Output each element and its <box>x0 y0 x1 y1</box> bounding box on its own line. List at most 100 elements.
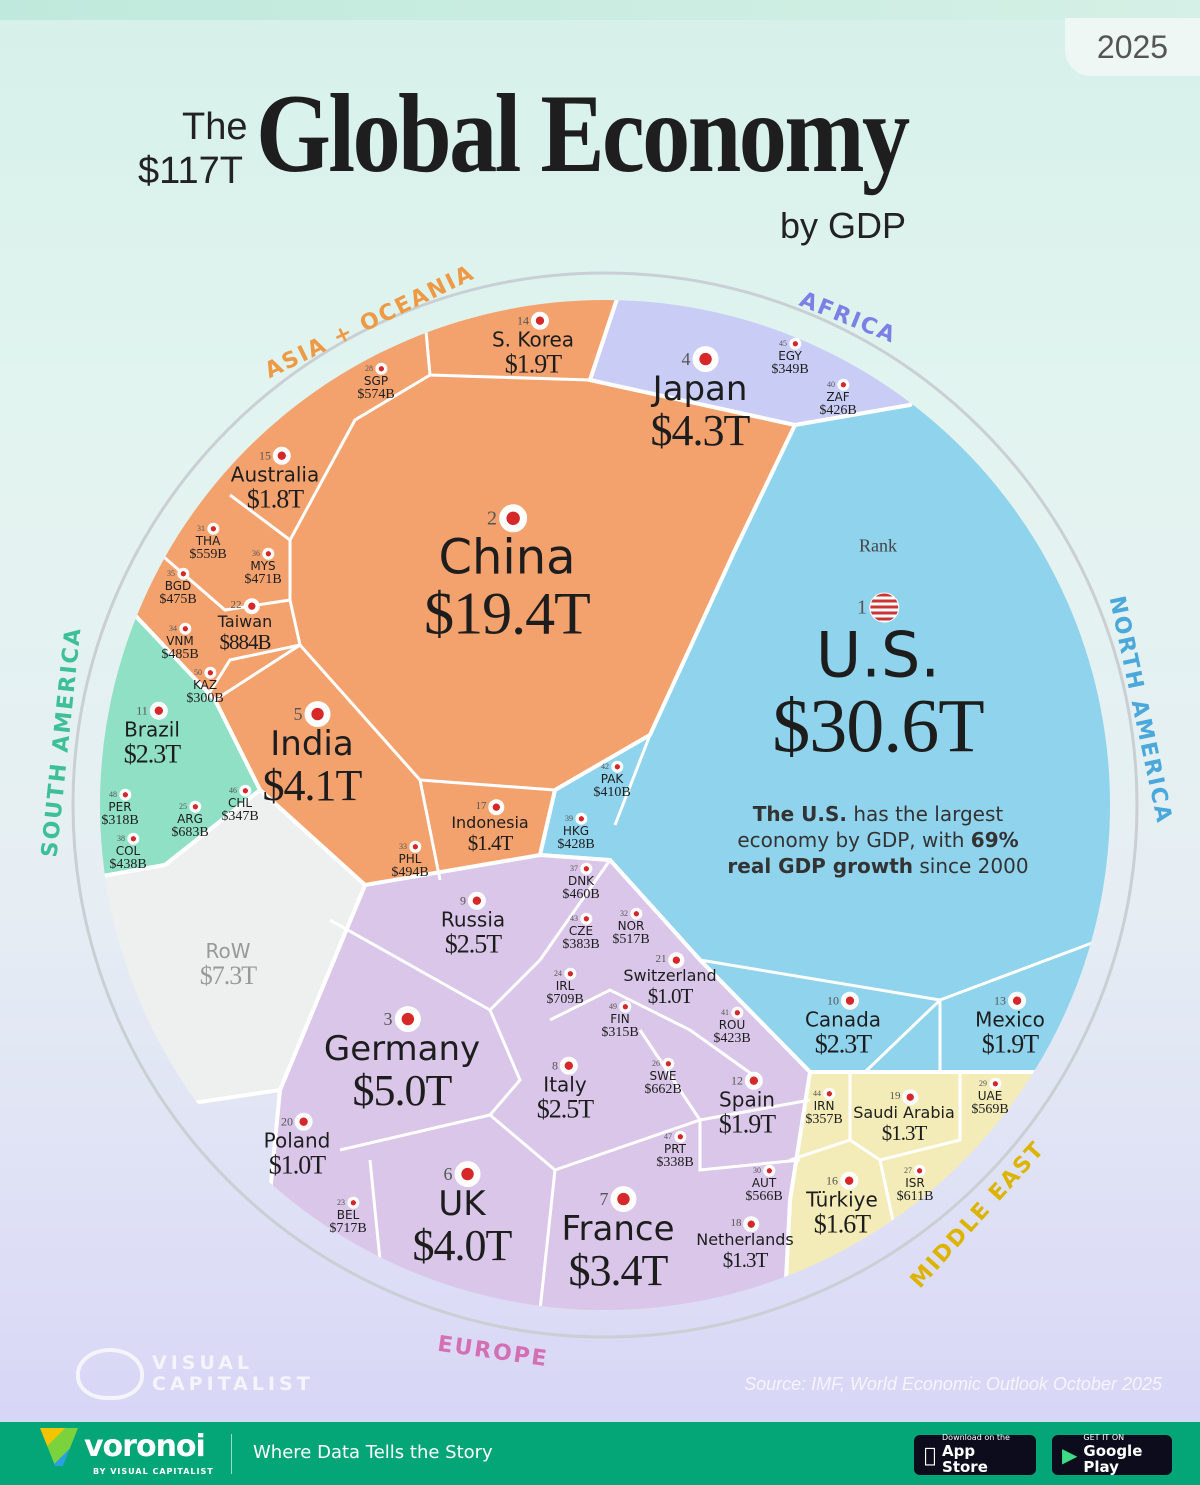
rank-badge: 13 <box>994 992 1026 1010</box>
cell-name: MYS <box>250 558 276 573</box>
rank-badge: 22 <box>231 597 260 614</box>
cell-value: $2.3T <box>814 1030 872 1059</box>
cell-name: IRN <box>813 1098 835 1113</box>
cell-netherlands: 18 Netherlands $1.3T <box>696 1213 794 1271</box>
cell-value: $2.3T <box>123 740 181 769</box>
cell-name: Australia <box>230 463 320 487</box>
rank-badge: 10 <box>827 992 859 1010</box>
cell-value: $574B <box>357 386 395 402</box>
cell-tha: 31 THA $559B <box>189 518 227 562</box>
cell-name: VNM <box>166 633 194 648</box>
voronoi-by: BY VISUAL CAPITALIST <box>93 1467 214 1476</box>
cell-germany: 3 Germany $5.0T <box>324 1006 480 1114</box>
rank-badge: 37 <box>570 862 592 875</box>
cell-spain: 12 Spain $1.9T <box>719 1072 776 1138</box>
cell-value: $19.4T <box>424 580 591 647</box>
cell-indonesia: 17 Indonesia $1.4T <box>451 796 529 854</box>
cell-value: $426B <box>819 402 857 418</box>
flag-icon <box>295 1113 313 1131</box>
flag-icon <box>840 992 859 1010</box>
google-play-button[interactable]: ▶ GET IT ON Google Play <box>1052 1433 1172 1476</box>
rank-badge: 4 <box>681 346 719 373</box>
rank-badge: 36 <box>252 547 274 560</box>
flag-icon <box>488 798 505 815</box>
cell-nor: 32 NOR $517B <box>612 903 650 947</box>
cell-border <box>613 734 652 826</box>
rank-badge: 27 <box>904 1164 926 1177</box>
cell-s-korea: 14 S. Korea $1.9T <box>492 312 574 378</box>
flag-icon <box>610 1186 637 1213</box>
cell-u-s-: 1 U.S. $30.6T <box>772 592 985 768</box>
cell-name: SGP <box>363 373 389 388</box>
cell-value: $1.0T <box>268 1151 326 1180</box>
cell-name: PAK <box>600 771 624 786</box>
cell-russia: 9 Russia $2.5T <box>441 892 505 958</box>
cell-name: IRL <box>555 978 575 993</box>
cell-name: UK <box>438 1184 486 1225</box>
cell-value: $1.3T <box>722 1247 769 1272</box>
cell-value: $300B <box>186 690 224 706</box>
cell-value: $611B <box>896 1188 934 1204</box>
rank-badge: 31 <box>197 522 219 535</box>
cell-chl: 46 CHL $347B <box>221 780 259 824</box>
cell-name: France <box>561 1209 675 1250</box>
year-tab: 2025 <box>1065 18 1200 76</box>
cell-vnm: 34 VNM $485B <box>161 618 199 662</box>
cell-aut: 30 AUT $566B <box>745 1160 783 1204</box>
cell-value: $460B <box>562 886 600 902</box>
rank-badge: 9 <box>460 892 486 910</box>
flag-icon <box>580 862 592 875</box>
cell-uk: 6 UK $4.0T <box>413 1161 512 1269</box>
cell-value: $683B <box>171 824 209 840</box>
flag-icon <box>630 907 642 920</box>
flag-icon <box>840 1172 858 1190</box>
cell-value: $475B <box>159 591 197 607</box>
cell-name: COL <box>115 843 141 858</box>
cell-zaf: 40 ZAF $426B <box>819 374 857 418</box>
flag-icon <box>743 1215 760 1232</box>
cell-switzerland: 21 Switzerland $1.0T <box>623 949 717 1008</box>
title-total: $117T <box>138 150 243 192</box>
flag-icon <box>580 912 592 925</box>
cell-name: ROU <box>718 1017 746 1032</box>
cell-bgd: 35 BGD $475B <box>159 563 197 607</box>
rank-badge: 7 <box>600 1186 637 1213</box>
cell-japan: 4 Japan $4.3T <box>651 346 750 454</box>
cell-name: THA <box>195 533 221 548</box>
cell-value: $2.5T <box>536 1095 594 1124</box>
rank-badge: 39 <box>565 812 587 825</box>
cell-name: India <box>270 724 354 765</box>
cell-border <box>368 1159 382 1261</box>
cell-name: U.S. <box>815 618 941 692</box>
cell-value: $349B <box>771 361 809 377</box>
flag-icon <box>119 788 131 801</box>
vc-mark-icon <box>76 1348 144 1400</box>
cell-value: $1.0T <box>647 983 694 1008</box>
cell-value: $7.3T <box>199 960 257 990</box>
top-band <box>0 0 1200 20</box>
rank-badge: 47 <box>664 1130 686 1143</box>
play-icon: ▶ <box>1062 1443 1078 1467</box>
tagline: Where Data Tells the Story <box>253 1442 493 1463</box>
cell-value: $438B <box>109 856 147 872</box>
flag-icon <box>179 622 191 635</box>
voronoi-logo[interactable]: voronoi <box>40 1428 206 1466</box>
cell-border <box>638 1029 801 1172</box>
cell-value: $662B <box>644 1081 682 1097</box>
flag-icon <box>1008 992 1026 1010</box>
flag-icon <box>499 504 527 533</box>
cell-mexico: 13 Mexico $1.9T <box>975 992 1045 1059</box>
rank-badge: 43 <box>570 912 592 925</box>
rank-badge: 29 <box>979 1077 1001 1090</box>
cell-value: $428B <box>557 836 595 852</box>
cell-value: $1.9T <box>981 1030 1039 1059</box>
cell-value: $884B <box>219 629 271 654</box>
region-ring <box>71 271 1139 1339</box>
cell-name: EGY <box>778 348 802 363</box>
flag-icon <box>837 378 849 391</box>
rank-badge: 12 <box>731 1072 763 1090</box>
cell-value: $1.8T <box>246 485 304 514</box>
cell-kaz: 50 KAZ $300B <box>186 662 224 706</box>
